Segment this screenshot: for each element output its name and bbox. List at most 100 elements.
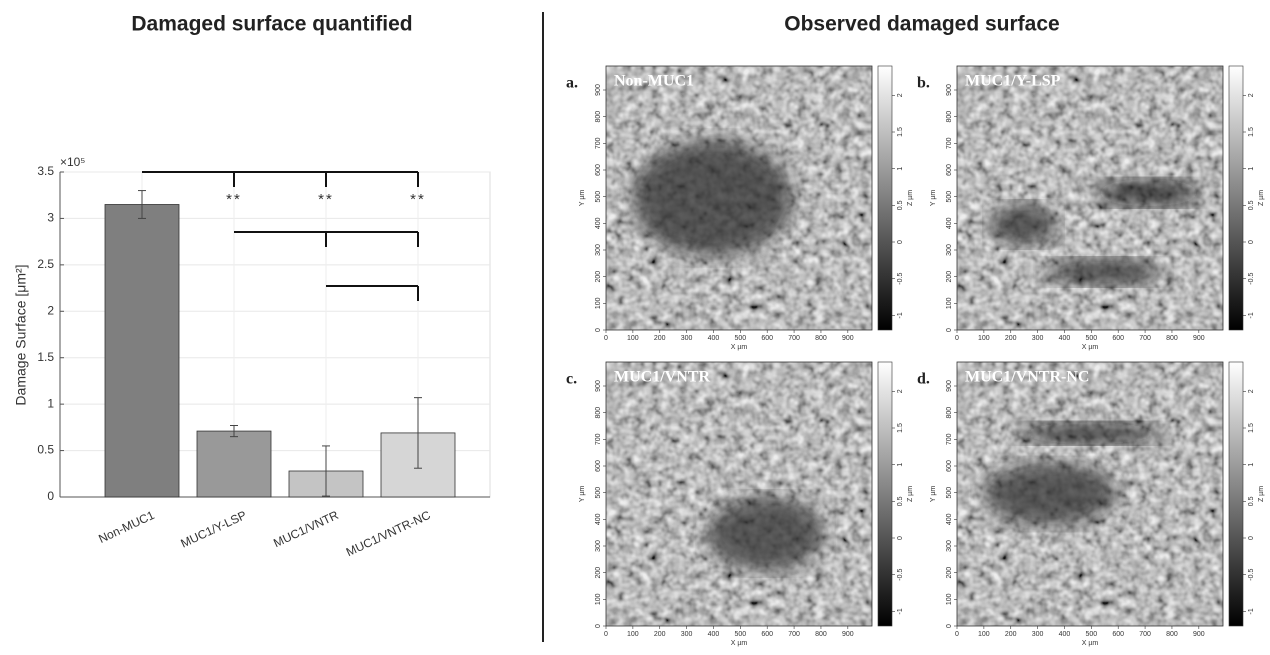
significance: ** — [318, 191, 334, 208]
y-tick-label: 400 — [946, 513, 953, 525]
y-tick-label: 200 — [595, 271, 602, 283]
x-tick-label: 800 — [1166, 335, 1178, 342]
y-tick-label: 900 — [595, 380, 602, 392]
z-tick-label: 2 — [1248, 389, 1255, 393]
x-tick-label: 300 — [681, 335, 693, 342]
y-tick-label: 800 — [595, 111, 602, 123]
damage-region — [988, 203, 1059, 246]
y-tick-label: 200 — [595, 567, 602, 579]
x-tick-label: 100 — [627, 335, 639, 342]
damage-region — [707, 496, 825, 571]
z-tick-label: 1.5 — [897, 127, 904, 137]
x-axis-label: X µm — [731, 640, 748, 647]
x-axis-label: X µm — [1082, 640, 1099, 647]
x-tick-label: 800 — [815, 631, 827, 638]
y-tick-label: 1.5 — [37, 350, 54, 364]
z-tick-label: 0.5 — [897, 200, 904, 210]
colorbar — [1228, 65, 1244, 331]
y-tick-label: 400 — [595, 513, 602, 525]
x-tick-label: 300 — [1032, 335, 1044, 342]
y-tick-label: 600 — [946, 164, 953, 176]
z-tick-label: -1 — [1248, 608, 1255, 614]
x-tick-label: 300 — [681, 631, 693, 638]
y-tick-label: 600 — [946, 460, 953, 472]
x-tick-label: 400 — [708, 335, 720, 342]
image — [606, 66, 872, 330]
z-tick-label: 1 — [1248, 463, 1255, 467]
z-axis-label: Z µm — [1258, 486, 1265, 502]
z-axis-label: Z µm — [907, 190, 914, 206]
damage-region — [1095, 179, 1202, 206]
z-tick-label: -0.5 — [897, 569, 904, 581]
panel-letter: b. — [917, 75, 930, 92]
image — [606, 362, 872, 626]
z-tick-label: 0.5 — [1248, 496, 1255, 506]
z-tick-label: -0.5 — [1248, 273, 1255, 285]
x-tick-label: MUC1/Y-LSP — [178, 508, 248, 551]
y-tick-label: 0 — [595, 328, 602, 332]
chart-title: Damaged surface quantified — [131, 13, 412, 36]
panel-label: MUC1/VNTR-NC — [965, 369, 1089, 386]
y-tick-label: 800 — [946, 111, 953, 123]
z-tick-label: 1 — [1248, 167, 1255, 171]
y-tick-label: 100 — [946, 297, 953, 309]
image-texture — [606, 362, 872, 626]
x-tick-label: 700 — [1139, 631, 1151, 638]
y-axis-label: Y µm — [930, 190, 937, 207]
image — [957, 66, 1223, 330]
y-axis-label: Y µm — [579, 190, 586, 207]
y-tick-label: 300 — [595, 540, 602, 552]
y-tick-label: 100 — [595, 593, 602, 605]
y-tick-label: 300 — [595, 244, 602, 256]
significance: ** — [410, 191, 426, 208]
z-tick-label: 0.5 — [897, 496, 904, 506]
z-tick-label: 1.5 — [897, 423, 904, 433]
y-tick-label: 300 — [946, 540, 953, 552]
z-tick-label: 2 — [1248, 93, 1255, 97]
x-tick-label: 300 — [1032, 631, 1044, 638]
y-tick-label: 700 — [946, 137, 953, 149]
x-tick-label: 600 — [761, 335, 773, 342]
y-tick-label: 900 — [946, 84, 953, 96]
y-tick-label: 300 — [946, 244, 953, 256]
x-tick-label: 500 — [734, 335, 746, 342]
z-tick-label: 1.5 — [1248, 127, 1255, 137]
z-tick-label: 1.5 — [1248, 423, 1255, 433]
x-tick-label: 200 — [1005, 631, 1017, 638]
y-tick-label: 900 — [946, 380, 953, 392]
y-tick-label: 100 — [595, 297, 602, 309]
x-tick-label: 800 — [1166, 631, 1178, 638]
panel-label: MUC1/VNTR — [614, 369, 710, 386]
x-tick-label: 500 — [1085, 335, 1097, 342]
colorbar — [877, 361, 893, 627]
y-tick-label: 800 — [595, 407, 602, 419]
z-tick-label: 0 — [1248, 240, 1255, 244]
x-axis-label: X µm — [731, 344, 748, 351]
x-tick-label: 400 — [708, 631, 720, 638]
image-frame — [605, 361, 873, 627]
x-tick-label: 200 — [1005, 335, 1017, 342]
x-tick-label: 400 — [1059, 631, 1071, 638]
x-tick-label: 700 — [788, 631, 800, 638]
z-tick-label: 0 — [1248, 536, 1255, 540]
x-tick-label: 100 — [978, 631, 990, 638]
y-tick-label: 500 — [946, 487, 953, 499]
panel-letter: a. — [566, 75, 578, 92]
x-tick-label: 500 — [734, 631, 746, 638]
x-tick-label: 0 — [955, 631, 959, 638]
x-tick-label: 0 — [955, 335, 959, 342]
z-tick-label: 0 — [897, 536, 904, 540]
y-tick-label: 500 — [595, 487, 602, 499]
y-tick-label: 500 — [595, 191, 602, 203]
bar — [196, 430, 272, 498]
damage-region — [1015, 422, 1165, 444]
y-tick-label: 700 — [595, 433, 602, 445]
image-frame — [605, 65, 873, 331]
image — [957, 362, 1223, 626]
damage-region — [983, 462, 1117, 526]
x-tick-label: 800 — [815, 335, 827, 342]
y-tick-label: 700 — [946, 433, 953, 445]
x-tick-label: 600 — [1112, 335, 1124, 342]
y-tick-label: 0 — [595, 624, 602, 628]
